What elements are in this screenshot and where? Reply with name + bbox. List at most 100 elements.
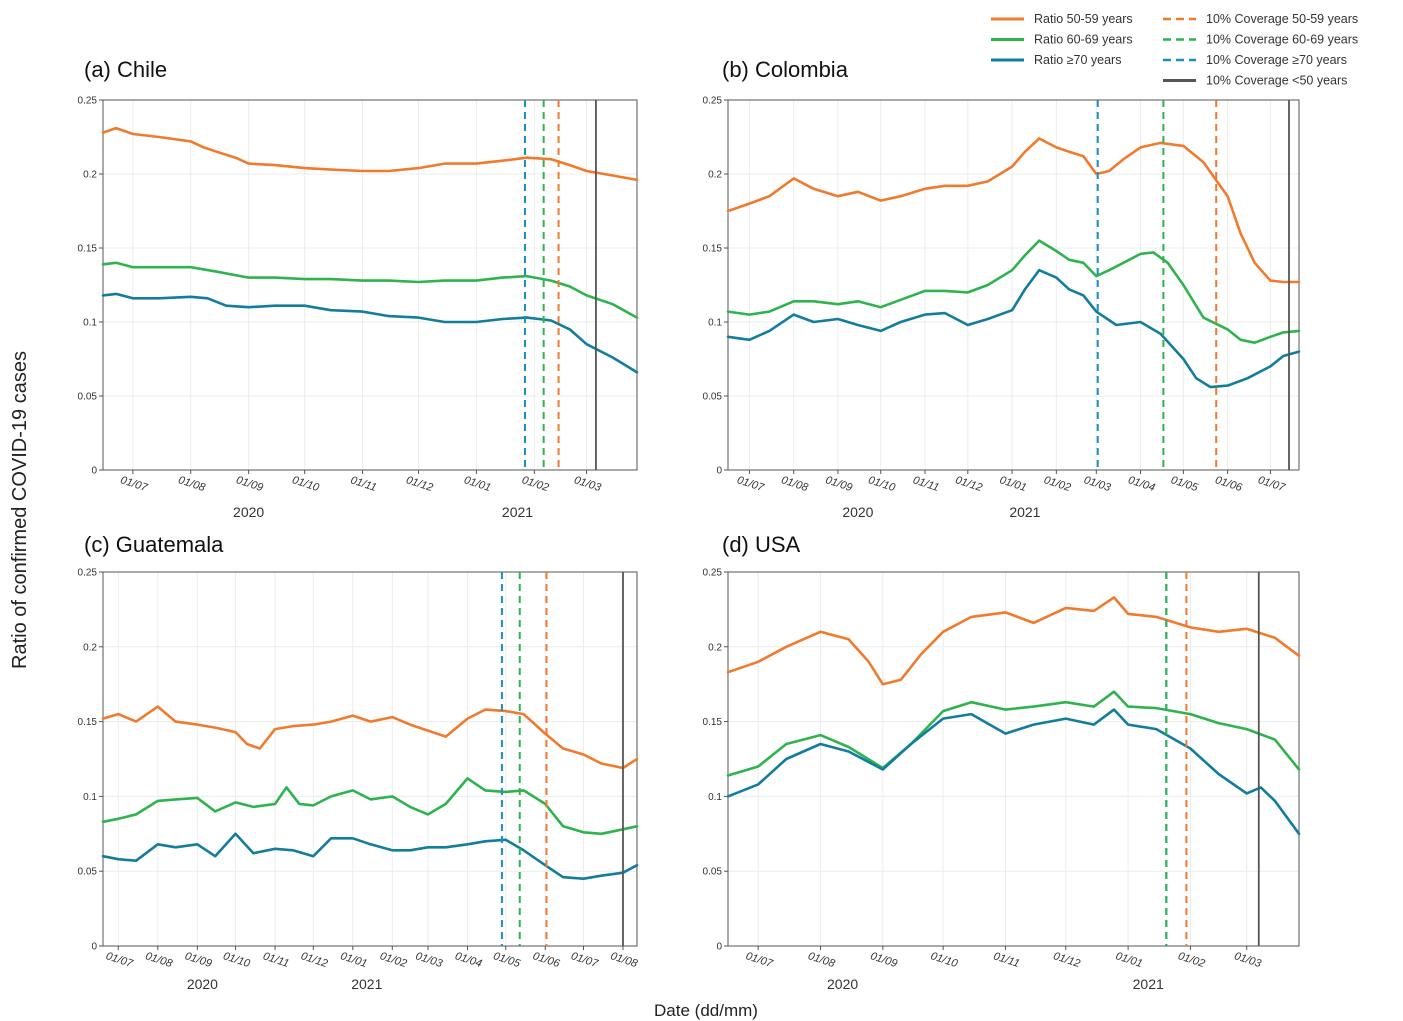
y-tick-label: 0.25 <box>78 568 98 579</box>
year-label: 2020 <box>842 504 873 520</box>
legend-item-c6069: 10% Coverage 60-69 years <box>1163 33 1358 47</box>
y-tick-label: 0.05 <box>78 867 98 878</box>
y-tick-label: 0.05 <box>703 392 723 403</box>
y-tick-label: 0.2 <box>708 170 722 181</box>
y-tick-label: 0.25 <box>703 568 723 579</box>
x-tick-label: 01/02 <box>378 950 408 970</box>
x-tick-label: 01/12 <box>405 474 435 494</box>
x-tick-label: 01/12 <box>954 474 984 494</box>
year-label: 2021 <box>502 504 533 520</box>
chart-panel-3: (c) Guatemala 0 0.05 0.1 0.15 0.2 0.25 01/07 01/… <box>78 532 640 992</box>
y-tick-label: 0.15 <box>703 244 723 255</box>
y-tick-label: 0.25 <box>78 96 98 107</box>
x-tick-label: 01/01 <box>462 474 492 494</box>
y-tick-label: 0.2 <box>83 642 97 653</box>
x-tick-label: 01/07 <box>735 474 766 494</box>
y-tick-label: 0.05 <box>78 392 98 403</box>
x-tick-label: 01/12 <box>1052 950 1082 970</box>
y-tick-label: 0.15 <box>78 717 98 728</box>
year-label: 2021 <box>1009 504 1040 520</box>
x-tick-label: 01/09 <box>183 950 213 970</box>
x-tick-label: 01/04 <box>1127 474 1157 494</box>
grid <box>728 99 1299 471</box>
x-tick-label: 01/06 <box>1214 474 1245 494</box>
x-tick-label: 01/01 <box>1114 950 1144 970</box>
x-tick-label: 01/09 <box>869 950 899 970</box>
y-tick-label: 0.25 <box>703 96 723 107</box>
x-tick-label: 01/07 <box>104 950 135 970</box>
plot-frame <box>102 571 638 947</box>
grid <box>103 99 637 471</box>
x-tick-label: 01/03 <box>414 950 445 970</box>
y-tick-label: 0 <box>91 466 97 477</box>
plot-frame <box>102 99 638 471</box>
x-tick-label: 01/10 <box>291 474 322 494</box>
y-tick-label: 0.1 <box>708 792 722 803</box>
x-tick-label: 01/05 <box>1169 474 1200 494</box>
x-tick-label: 01/04 <box>453 950 483 970</box>
x-tick-label: 01/09 <box>824 474 854 494</box>
legend-item-c50: 10% Coverage <50 years <box>1163 74 1347 88</box>
legend-label-r70: Ratio ≥70 years <box>1034 53 1121 67</box>
y-tick-label: 0 <box>91 942 97 953</box>
series-line-r70 <box>726 268 1301 389</box>
y-tick-label: 0.15 <box>78 244 98 255</box>
y-axis-label: Ratio of confirmed COVID-19 cases <box>9 351 31 669</box>
year-label: 2020 <box>187 976 218 992</box>
year-label: 2020 <box>827 976 858 992</box>
x-tick-label: 01/03 <box>1082 474 1113 494</box>
legend-item-c5059: 10% Coverage 50-59 years <box>1163 12 1358 26</box>
x-tick-label: 01/03 <box>1233 950 1264 970</box>
x-tick-label: 01/07 <box>1256 474 1287 494</box>
legend-label-c6069: 10% Coverage 60-69 years <box>1206 33 1358 47</box>
legend-item-r6069: Ratio 60-69 years <box>991 33 1133 47</box>
series-line-r6069 <box>101 261 639 319</box>
series-line-r6069 <box>101 777 639 836</box>
legend-item-c70: 10% Coverage ≥70 years <box>1163 53 1347 67</box>
x-tick-label: 01/09 <box>235 474 265 494</box>
series-line-r5059 <box>726 596 1301 686</box>
y-tick-label: 0.1 <box>708 318 722 329</box>
x-tick-label: 01/10 <box>867 474 898 494</box>
plot-frame <box>727 571 1300 947</box>
x-tick-label: 01/02 <box>1176 950 1206 970</box>
x-tick-label: 01/07 <box>119 474 150 494</box>
legend-label-r6069: Ratio 60-69 years <box>1034 33 1133 47</box>
x-tick-label: 01/11 <box>261 950 290 970</box>
y-tick-label: 0.05 <box>703 867 723 878</box>
y-tick-label: 0.15 <box>703 717 723 728</box>
legend-item-r70: Ratio ≥70 years <box>991 53 1121 67</box>
x-tick-label: 01/02 <box>1042 474 1072 494</box>
series-line-r6069 <box>726 239 1301 344</box>
x-tick-label: 01/05 <box>492 950 523 970</box>
legend-label-c5059: 10% Coverage 50-59 years <box>1206 12 1358 26</box>
legend-label-r5059: Ratio 50-59 years <box>1034 12 1133 26</box>
y-tick-label: 0.2 <box>83 170 97 181</box>
series-line-r5059 <box>101 126 639 182</box>
year-label: 2021 <box>1133 976 1164 992</box>
x-tick-label: 01/01 <box>339 950 369 970</box>
y-tick-label: 0.1 <box>83 792 97 803</box>
x-tick-label: 01/07 <box>744 950 775 970</box>
x-tick-label: 01/10 <box>222 950 253 970</box>
year-label: 2020 <box>233 504 264 520</box>
y-tick-label: 0.1 <box>83 318 97 329</box>
x-tick-label: 01/03 <box>573 474 604 494</box>
x-tick-label: 01/07 <box>569 950 600 970</box>
x-tick-label: 01/08 <box>609 950 640 970</box>
x-tick-label: 01/08 <box>806 950 837 970</box>
x-tick-label: 01/12 <box>299 950 329 970</box>
x-tick-label: 01/06 <box>531 950 562 970</box>
x-axis-label: Date (dd/mm) <box>654 1001 758 1020</box>
legend-label-c70: 10% Coverage ≥70 years <box>1206 53 1347 67</box>
x-tick-label: 01/11 <box>349 474 378 494</box>
chart-title: (c) Guatemala <box>84 532 224 557</box>
y-tick-label: 0 <box>716 466 722 477</box>
year-label: 2021 <box>351 976 382 992</box>
x-tick-label: 01/11 <box>992 950 1021 970</box>
grid <box>103 571 637 947</box>
series-line-r6069 <box>726 690 1301 777</box>
legend: Ratio 50-59 years Ratio 60-69 years Ratio … <box>991 12 1358 88</box>
x-tick-label: 01/01 <box>998 474 1028 494</box>
